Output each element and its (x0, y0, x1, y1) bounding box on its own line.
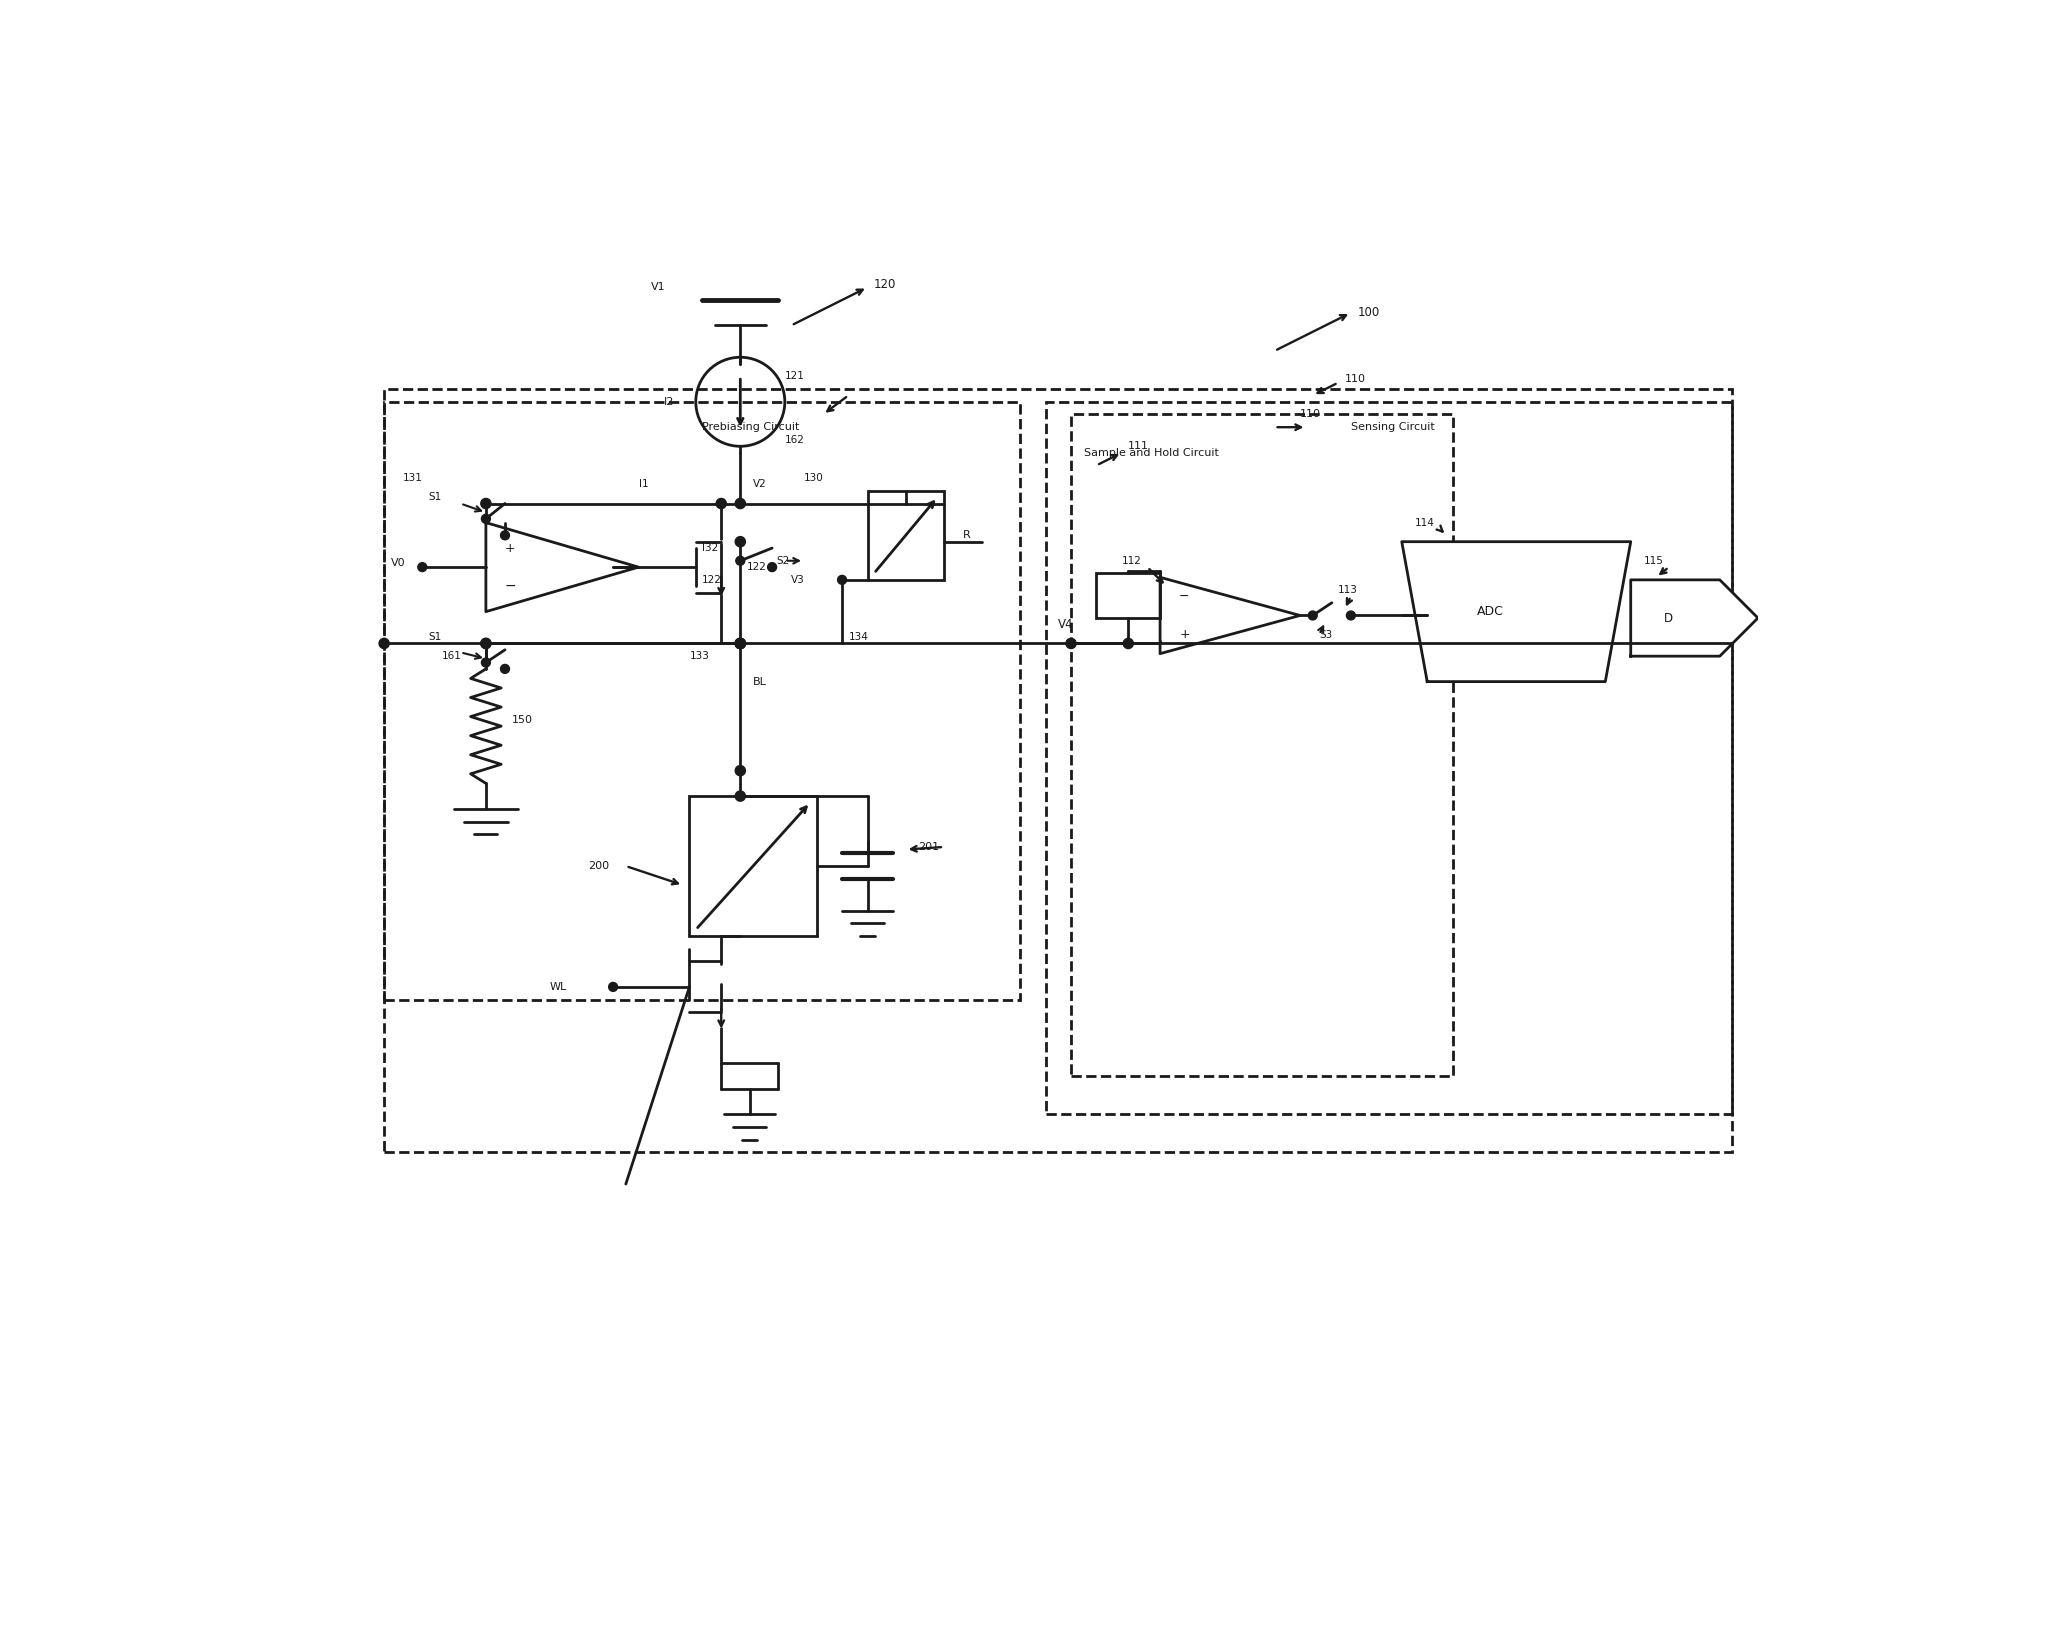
Text: 115: 115 (1644, 555, 1662, 565)
Text: V0: V0 (390, 558, 405, 568)
Text: 112: 112 (1121, 555, 1142, 565)
Text: BL: BL (754, 677, 766, 687)
Bar (1072, 415, 1452, 1075)
Text: 130: 130 (803, 472, 824, 482)
Text: 201: 201 (919, 843, 940, 852)
Circle shape (1123, 638, 1134, 649)
Text: I1: I1 (638, 479, 648, 489)
Text: 134: 134 (849, 633, 867, 643)
Circle shape (735, 537, 745, 547)
Circle shape (735, 557, 745, 565)
Text: 120: 120 (873, 278, 896, 291)
Text: V3: V3 (791, 575, 805, 585)
Text: D: D (1664, 611, 1673, 624)
Text: 111: 111 (1127, 441, 1150, 451)
Text: I2: I2 (665, 396, 675, 406)
Circle shape (768, 563, 776, 572)
Text: 162: 162 (785, 434, 805, 444)
Circle shape (609, 983, 617, 991)
Bar (1097, 573, 1161, 618)
Circle shape (500, 530, 510, 540)
Circle shape (735, 638, 745, 649)
Polygon shape (1402, 542, 1631, 682)
Text: S1: S1 (430, 633, 442, 643)
Circle shape (481, 514, 489, 524)
Text: Sensing Circuit: Sensing Circuit (1351, 423, 1435, 433)
Text: V4: V4 (1057, 618, 1074, 631)
Text: 161: 161 (442, 651, 460, 661)
Text: 121: 121 (785, 372, 805, 382)
Polygon shape (1631, 580, 1757, 656)
Text: Sample and Hold Circuit: Sample and Hold Circuit (1084, 448, 1218, 458)
Text: S2: S2 (776, 555, 789, 565)
Circle shape (481, 638, 491, 649)
Circle shape (1066, 638, 1076, 649)
Text: S1: S1 (430, 492, 442, 502)
Circle shape (417, 563, 427, 572)
Text: V2: V2 (754, 479, 766, 489)
Text: +: + (1179, 628, 1189, 641)
Text: −: − (1179, 590, 1189, 603)
Bar (690, 796, 816, 937)
Bar (384, 401, 1020, 999)
Circle shape (735, 638, 745, 649)
Text: 110: 110 (1344, 373, 1365, 383)
Text: S3: S3 (1320, 629, 1332, 639)
Circle shape (481, 657, 489, 667)
Circle shape (735, 638, 745, 649)
Text: −: − (506, 580, 516, 593)
Circle shape (481, 499, 491, 509)
Text: 110: 110 (1301, 410, 1322, 420)
Text: 100: 100 (1357, 306, 1379, 319)
Bar (867, 491, 944, 580)
Text: WL: WL (549, 981, 566, 991)
Circle shape (735, 499, 745, 509)
Circle shape (838, 575, 847, 585)
Text: R: R (962, 530, 971, 540)
Text: 122: 122 (748, 562, 766, 572)
Circle shape (481, 638, 491, 649)
Text: 122: 122 (702, 575, 723, 585)
Circle shape (717, 499, 727, 509)
Text: 200: 200 (589, 861, 609, 871)
Text: ADC: ADC (1476, 605, 1503, 618)
Circle shape (735, 791, 745, 801)
Text: Prebiasing Circuit: Prebiasing Circuit (702, 423, 799, 433)
Text: +: + (506, 542, 516, 555)
Text: 131: 131 (403, 472, 423, 482)
Circle shape (380, 638, 388, 649)
Text: V1: V1 (650, 282, 665, 292)
Circle shape (1309, 611, 1317, 620)
Text: 150: 150 (512, 715, 533, 725)
Circle shape (735, 638, 745, 649)
Circle shape (735, 765, 745, 776)
Text: 114: 114 (1415, 517, 1435, 527)
Text: 133: 133 (690, 651, 708, 661)
Circle shape (1346, 611, 1355, 620)
Bar (1045, 401, 1733, 1113)
Text: I32: I32 (702, 544, 719, 553)
Text: 113: 113 (1338, 585, 1359, 595)
Circle shape (500, 664, 510, 674)
Bar (384, 390, 1733, 1153)
